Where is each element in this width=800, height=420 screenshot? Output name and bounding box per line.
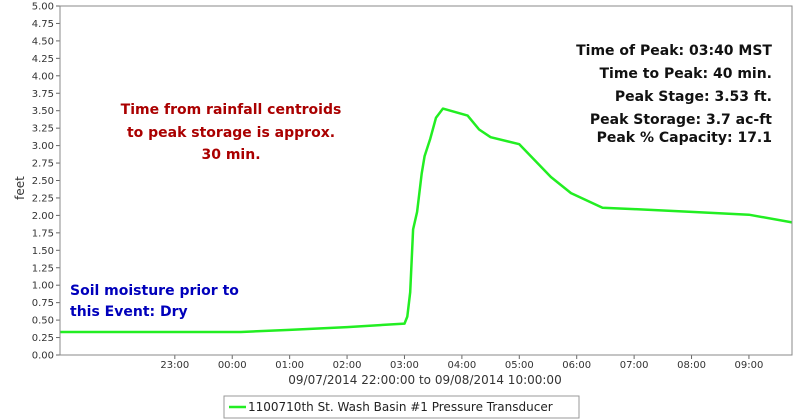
- peak-info-line: Time to Peak: 40 min.: [599, 66, 772, 82]
- y-tick-label: 3.00: [32, 141, 54, 152]
- y-tick-label: 3.75: [32, 89, 54, 100]
- y-tick-label: 1.25: [32, 263, 54, 274]
- y-tick-label: 3.50: [32, 106, 54, 117]
- x-axis-ticks: 23:00 00:00 01:00 02:00 03:00 04:00 05:00 06:00…: [160, 355, 763, 371]
- x-tick-label: 01:00: [275, 360, 304, 371]
- series-line: [60, 107, 793, 334]
- y-tick-label: 0.00: [32, 351, 54, 362]
- peak-info-line: Peak % Capacity: 17.1: [597, 130, 772, 146]
- series-layer: [60, 107, 793, 334]
- y-tick-label: 2.75: [32, 159, 54, 170]
- legend-label: 1100710th St. Wash Basin #1 Pressure Tra…: [248, 400, 553, 414]
- y-tick-label: 1.75: [32, 228, 54, 239]
- y-tick-label: 3.25: [32, 124, 54, 135]
- legend: 1100710th St. Wash Basin #1 Pressure Tra…: [223, 395, 580, 419]
- y-tick-label: 4.25: [32, 54, 54, 65]
- x-tick-label: 09:00: [735, 360, 764, 371]
- y-tick-label: 5.00: [32, 2, 54, 13]
- peak-info-line: Peak Stage: 3.53 ft.: [615, 89, 772, 105]
- soil-line: this Event: Dry: [70, 304, 188, 320]
- y-tick-label: 0.25: [32, 333, 54, 344]
- y-axis-title: feet: [13, 176, 27, 200]
- y-axis-ticks: 0.00 0.25 0.50 0.75 1.00 1.25 1.50 1.75 2.00 2.25…: [32, 2, 60, 362]
- y-tick-label: 1.50: [32, 246, 54, 257]
- y-tick-label: 4.50: [32, 36, 54, 47]
- y-tick-label: 0.75: [32, 298, 54, 309]
- y-tick-label: 2.50: [32, 176, 54, 187]
- x-tick-label: 05:00: [505, 360, 534, 371]
- x-axis-title: 09/07/2014 22:00:00 to 09/08/2014 10:00:…: [288, 373, 561, 387]
- x-tick-label: 08:00: [677, 360, 706, 371]
- y-tick-label: 0.50: [32, 316, 54, 327]
- soil-moisture-annotation: Soil moisture prior to this Event: Dry: [70, 283, 239, 320]
- centroid-line: Time from rainfall centroids: [121, 102, 342, 118]
- plot-area-frame: [59, 5, 793, 356]
- centroid-annotation: Time from rainfall centroids to peak sto…: [121, 102, 342, 163]
- centroid-line: 30 min.: [201, 147, 260, 163]
- peak-info-line: Peak Storage: 3.7 ac-ft: [590, 112, 772, 128]
- x-tick-label: 23:00: [160, 360, 189, 371]
- y-tick-label: 4.00: [32, 71, 54, 82]
- x-tick-label: 06:00: [562, 360, 591, 371]
- x-tick-label: 03:00: [390, 360, 419, 371]
- y-tick-label: 1.00: [32, 281, 54, 292]
- y-tick-label: 2.00: [32, 211, 54, 222]
- soil-line: Soil moisture prior to: [70, 283, 239, 299]
- legend-box: [223, 395, 580, 419]
- peak-info-annotation: Time of Peak: 03:40 MST Time to Peak: 40…: [576, 43, 772, 146]
- y-tick-label: 4.75: [32, 19, 54, 30]
- centroid-line: to peak storage is approx.: [127, 125, 335, 141]
- x-tick-label: 04:00: [447, 360, 476, 371]
- x-tick-label: 02:00: [333, 360, 362, 371]
- x-tick-label: 07:00: [620, 360, 649, 371]
- y-tick-label: 2.25: [32, 193, 54, 204]
- peak-info-line: Time of Peak: 03:40 MST: [576, 43, 772, 59]
- x-tick-label: 00:00: [218, 360, 247, 371]
